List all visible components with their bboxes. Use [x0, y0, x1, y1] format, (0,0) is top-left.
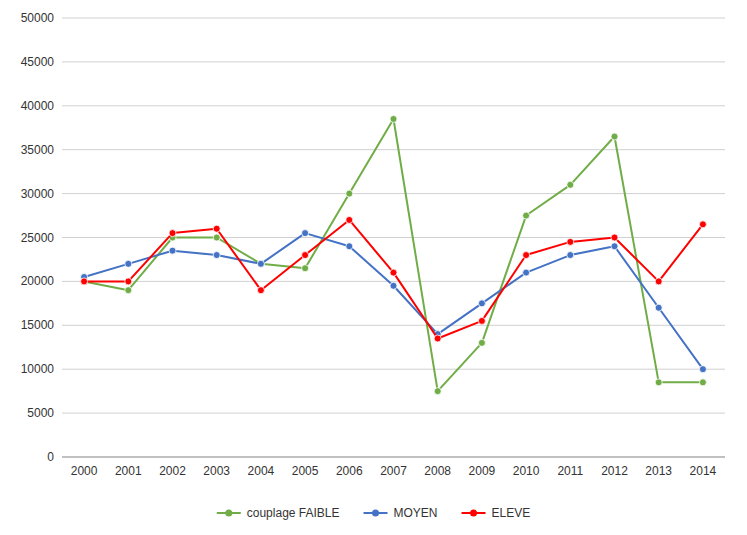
point-marker — [81, 278, 88, 285]
point-marker — [478, 300, 485, 307]
point-marker — [523, 212, 530, 219]
point-marker — [213, 225, 220, 232]
grid-line — [62, 281, 725, 282]
point-marker — [302, 252, 309, 259]
x-tick-label: 2011 — [557, 464, 583, 478]
x-tick-label: 2004 — [248, 464, 275, 478]
y-tick-label: 30000 — [21, 187, 55, 201]
x-tick-label: 2007 — [380, 464, 407, 478]
plot-area — [81, 115, 707, 394]
point-marker — [434, 335, 441, 342]
legend-item: MOYEN — [364, 506, 438, 520]
point-marker — [699, 366, 706, 373]
point-marker — [478, 317, 485, 324]
point-marker — [523, 252, 530, 259]
series-line — [84, 233, 703, 369]
y-tick-label: 50000 — [21, 11, 55, 25]
point-marker — [611, 234, 618, 241]
grid-line — [62, 105, 725, 106]
grid-line — [62, 149, 725, 150]
x-tick-label: 2003 — [203, 464, 230, 478]
point-marker — [81, 278, 88, 285]
point-marker — [611, 133, 618, 140]
point-marker — [125, 260, 132, 267]
point-marker — [346, 216, 353, 223]
y-tick-label: 10000 — [21, 362, 55, 376]
grid-line — [62, 413, 725, 414]
grid-line — [62, 457, 725, 458]
x-axis-line — [62, 457, 725, 458]
point-marker — [257, 260, 264, 267]
y-tick-label: 20000 — [21, 274, 55, 288]
x-tick-label: 2005 — [292, 464, 319, 478]
x-tick-label: 2001 — [115, 464, 142, 478]
point-marker — [257, 287, 264, 294]
legend-label: couplage FAIBLE — [247, 506, 340, 520]
point-marker — [655, 304, 662, 311]
point-marker — [169, 247, 176, 254]
y-tick-label: 0 — [47, 450, 54, 464]
legend-marker — [372, 510, 379, 517]
x-tick-label: 2009 — [469, 464, 496, 478]
point-marker — [213, 252, 220, 259]
y-tick-label: 45000 — [21, 55, 55, 69]
series-line — [84, 220, 703, 339]
y-tick-label: 15000 — [21, 318, 55, 332]
point-marker — [567, 252, 574, 259]
grid-line — [62, 61, 725, 62]
point-marker — [611, 243, 618, 250]
legend: couplage FAIBLE MOYEN ELEVE — [217, 506, 530, 520]
grid-line — [62, 237, 725, 238]
x-tick-label: 2008 — [424, 464, 451, 478]
point-marker — [699, 379, 706, 386]
x-tick-label: 2013 — [645, 464, 672, 478]
point-marker — [302, 230, 309, 237]
grid-line — [62, 325, 725, 326]
legend-label: ELEVE — [492, 506, 531, 520]
y-tick-label: 40000 — [21, 99, 55, 113]
x-tick-label: 2000 — [71, 464, 98, 478]
point-marker — [478, 339, 485, 346]
legend-item: ELEVE — [462, 506, 531, 520]
x-tick-label: 2002 — [159, 464, 186, 478]
point-marker — [213, 234, 220, 241]
point-marker — [169, 230, 176, 237]
point-marker — [257, 260, 264, 267]
point-marker — [390, 282, 397, 289]
grid-line — [62, 369, 725, 370]
legend-label: MOYEN — [394, 506, 438, 520]
legend-marker — [225, 510, 232, 517]
point-marker — [434, 388, 441, 395]
point-marker — [125, 287, 132, 294]
point-marker — [699, 221, 706, 228]
point-marker — [125, 278, 132, 285]
legend-item: couplage FAIBLE — [217, 506, 340, 520]
x-tick-label: 2014 — [690, 464, 717, 478]
x-tick-label: 2006 — [336, 464, 363, 478]
point-marker — [390, 115, 397, 122]
point-marker — [567, 181, 574, 188]
point-marker — [346, 243, 353, 250]
point-marker — [655, 278, 662, 285]
chart: 0 5000 10000 15000 20000 25000 30000 35000 40000… — [0, 0, 747, 535]
legend-marker — [470, 510, 477, 517]
point-marker — [390, 269, 397, 276]
point-marker — [523, 269, 530, 276]
point-marker — [346, 190, 353, 197]
y-tick-label: 35000 — [21, 143, 55, 157]
point-marker — [567, 238, 574, 245]
series-line — [84, 119, 703, 391]
y-tick-label: 25000 — [21, 231, 55, 245]
grid-line — [62, 18, 725, 19]
point-marker — [655, 379, 662, 386]
grid — [62, 18, 725, 457]
point-marker — [302, 265, 309, 272]
y-tick-label: 5000 — [27, 406, 54, 420]
x-tick-label: 2012 — [601, 464, 628, 478]
x-tick-label: 2010 — [513, 464, 540, 478]
